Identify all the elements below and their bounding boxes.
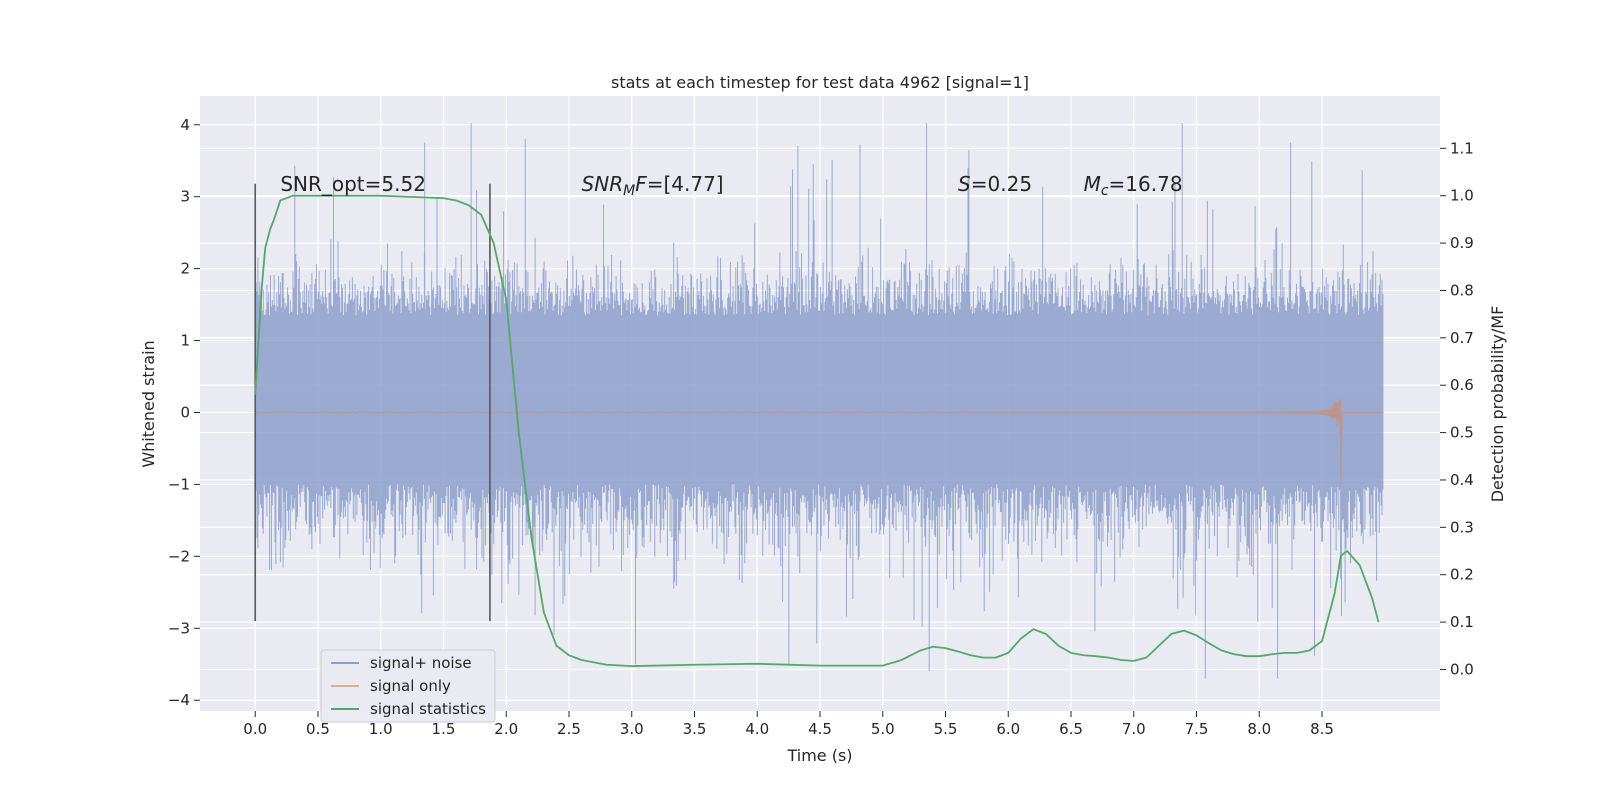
chart-title: stats at each timestep for test data 496… bbox=[611, 73, 1029, 92]
y2-tick-label: 0.8 bbox=[1450, 281, 1474, 299]
y2-axis-ticks: 1.1 1.0 0.9 0.8 0.7 0.6 0.5 0.4 0.3 0.2 0.1 0.0 bbox=[1440, 139, 1474, 678]
y-axis-title: Whitened strain bbox=[139, 340, 158, 467]
y-tick-label: −1 bbox=[168, 475, 190, 493]
y2-axis-title: Detection probability/MF bbox=[1488, 306, 1507, 503]
x-tick-label: 7.0 bbox=[1122, 720, 1146, 738]
legend-label-signal-plus-noise: signal+ noise bbox=[370, 654, 472, 672]
y2-tick-label: 0.7 bbox=[1450, 329, 1474, 347]
x-tick-label: 5.5 bbox=[934, 720, 958, 738]
x-tick-label: 4.5 bbox=[808, 720, 832, 738]
x-tick-label: 3.0 bbox=[620, 720, 644, 738]
y-tick-label: 2 bbox=[180, 260, 190, 278]
y2-tick-label: 0.9 bbox=[1450, 234, 1474, 252]
y-tick-label: 4 bbox=[180, 116, 190, 134]
x-tick-label: 0.5 bbox=[306, 720, 330, 738]
x-tick-label: 7.5 bbox=[1185, 720, 1209, 738]
series-signal-only bbox=[255, 398, 1384, 489]
x-tick-label: 0.0 bbox=[243, 720, 267, 738]
x-tick-label: 6.0 bbox=[996, 720, 1020, 738]
annotation-text: S=0.25 bbox=[958, 172, 1032, 196]
y-axis-ticks: 4 3 2 1 0 −1 −2 −3 −4 bbox=[168, 116, 200, 709]
x-tick-label: 1.0 bbox=[369, 720, 393, 738]
y2-tick-label: 0.2 bbox=[1450, 566, 1474, 584]
x-tick-label: 2.5 bbox=[557, 720, 581, 738]
legend-label-signal-statistics: signal statistics bbox=[370, 700, 486, 718]
x-tick-label: 5.0 bbox=[871, 720, 895, 738]
legend-box bbox=[320, 649, 496, 723]
y2-tick-label: 1.1 bbox=[1450, 139, 1474, 157]
y2-tick-label: 0.6 bbox=[1450, 376, 1474, 394]
vertical-markers bbox=[254, 183, 491, 622]
y2-tick-label: 0.4 bbox=[1450, 471, 1474, 489]
y2-tick-label: 0.5 bbox=[1450, 424, 1474, 442]
y-tick-label: 1 bbox=[180, 332, 190, 350]
x-tick-label: 2.0 bbox=[494, 720, 518, 738]
x-tick-label: 4.0 bbox=[745, 720, 769, 738]
x-tick-label: 6.5 bbox=[1059, 720, 1083, 738]
y-tick-label: 3 bbox=[180, 188, 190, 206]
y2-tick-label: 0.3 bbox=[1450, 518, 1474, 536]
y2-tick-label: 0.0 bbox=[1450, 660, 1474, 678]
y2-tick-label: 1.0 bbox=[1450, 187, 1474, 205]
x-tick-label: 8.5 bbox=[1310, 720, 1334, 738]
x-axis-ticks: 0.0 0.5 1.0 1.5 2.0 2.5 3.0 3.5 4.0 4.5 5.0 5.5 6.0 6… bbox=[243, 711, 1334, 738]
annotation-text: SNRMF=[4.77] bbox=[582, 172, 724, 199]
legend: signal+ noise signal only signal statist… bbox=[320, 649, 496, 723]
legend-label-signal-only: signal only bbox=[370, 677, 451, 695]
annotations: SNR_opt=5.52 SNRMF=[4.77] S=0.25 Mc=16.78 bbox=[280, 172, 1182, 199]
y-tick-label: 0 bbox=[180, 403, 190, 421]
y-tick-label: −4 bbox=[168, 691, 190, 709]
annotation-text: SNR_opt=5.52 bbox=[280, 172, 426, 196]
y-tick-label: −3 bbox=[168, 619, 190, 637]
annotation-text: Mc=16.78 bbox=[1084, 172, 1183, 199]
series-signal-statistics bbox=[254, 194, 1380, 668]
y-tick-label: −2 bbox=[168, 547, 190, 565]
x-axis-title: Time (s) bbox=[786, 746, 852, 765]
x-tick-label: 3.5 bbox=[683, 720, 707, 738]
statistics-line bbox=[254, 194, 1380, 668]
x-tick-label: 8.0 bbox=[1247, 720, 1271, 738]
chirp-trace bbox=[255, 398, 1384, 489]
y2-tick-label: 0.1 bbox=[1450, 613, 1474, 631]
x-tick-label: 1.5 bbox=[432, 720, 456, 738]
